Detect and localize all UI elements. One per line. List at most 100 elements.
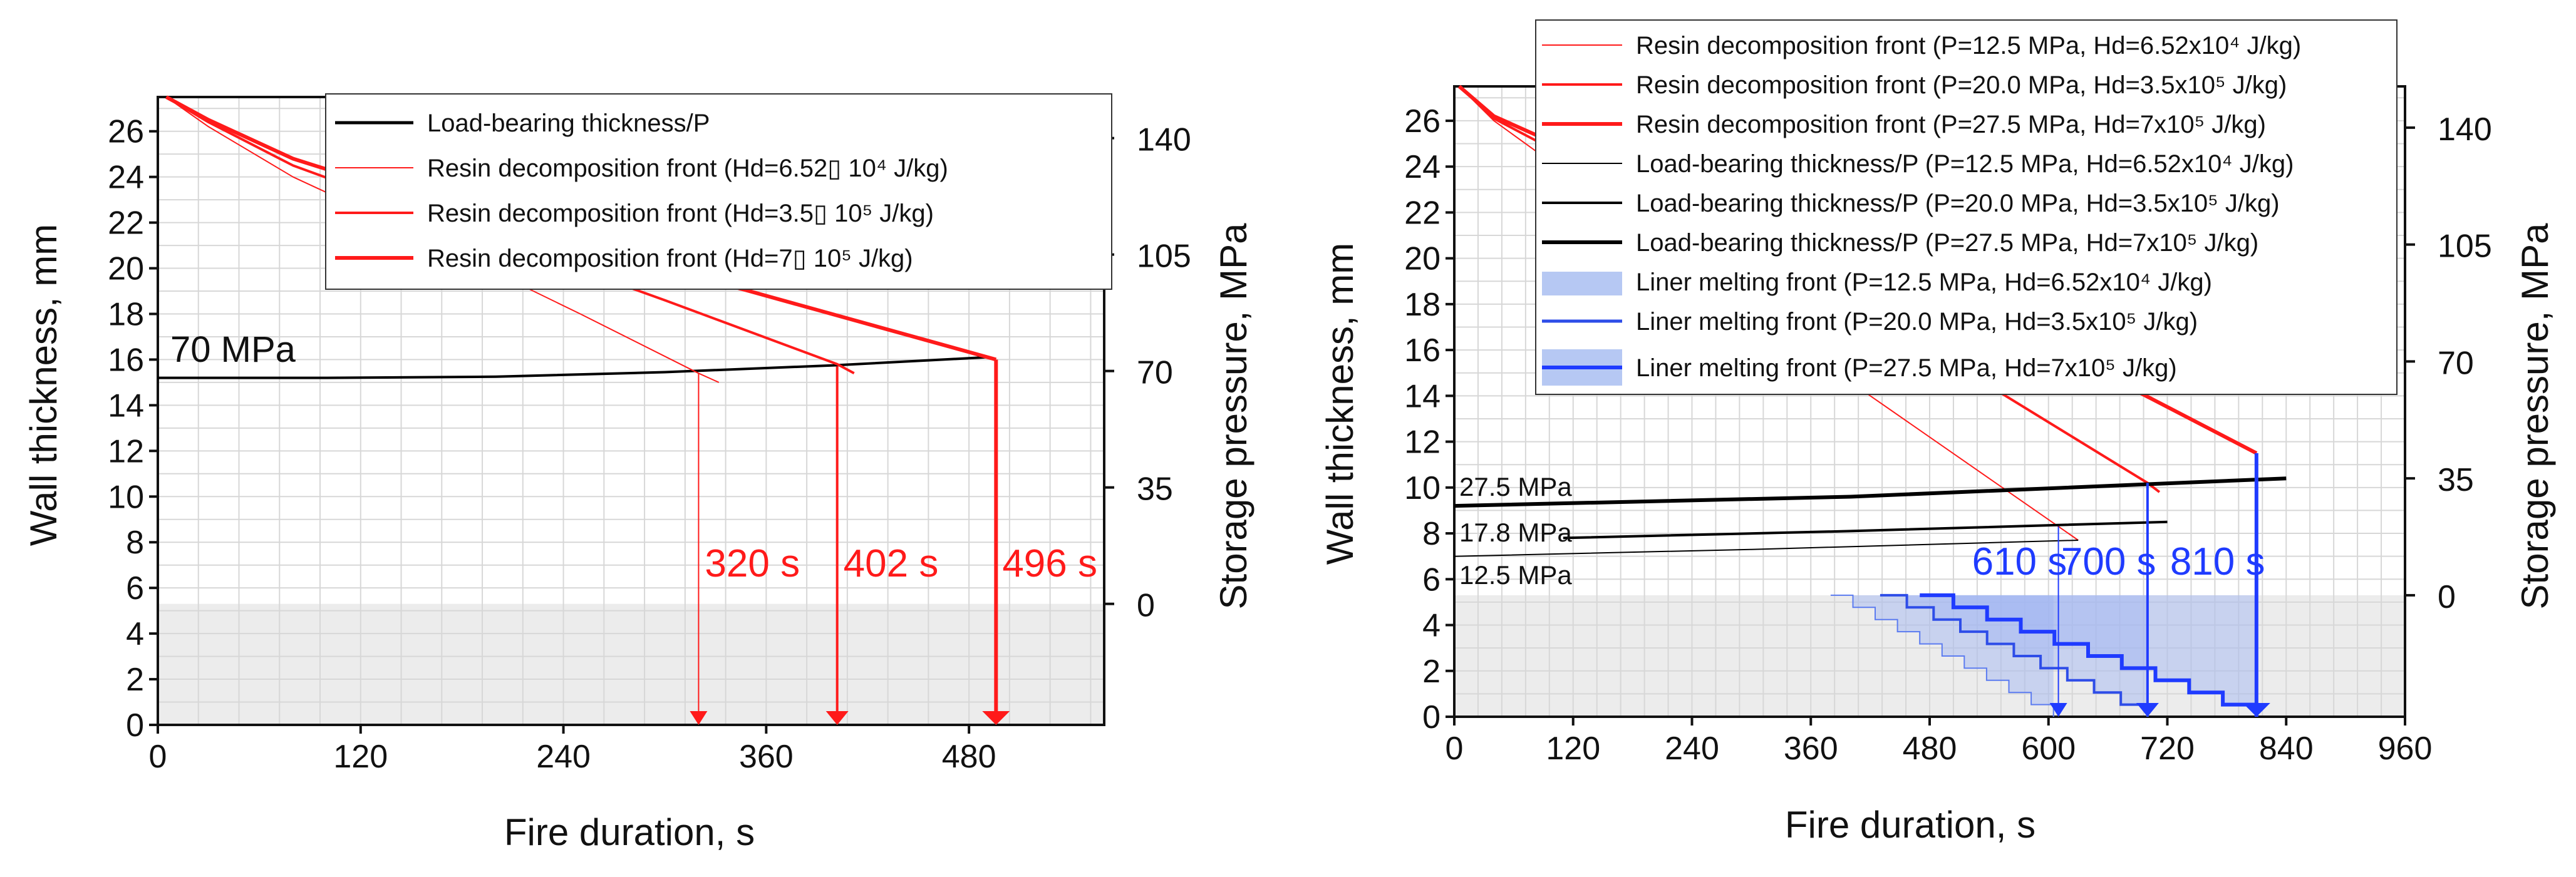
y-tick-label: 14 xyxy=(108,387,144,424)
drop-arrows: 320 s 402 s 496 s xyxy=(690,359,1097,725)
x-tick-label: 0 xyxy=(1446,731,1464,767)
legend: Resin decomposition front (P=12.5 MPa, H… xyxy=(1535,19,2398,395)
drop-arrowhead xyxy=(2242,703,2270,717)
y-tick-label: 6 xyxy=(126,570,144,607)
legend-entry: Resin decomposition front (Hd=7▯ 10⁵ J/k… xyxy=(427,245,913,272)
drop-time-label: 810 s xyxy=(2170,540,2265,583)
melting-front-line xyxy=(1880,593,2149,717)
y-right-tick-label: 140 xyxy=(1137,122,1191,158)
y-right-tick-label: 70 xyxy=(2438,345,2474,381)
drop-time-label: 610 s xyxy=(1972,540,2067,583)
y-right-tick-label: 0 xyxy=(1137,588,1155,624)
y-tick-label: 2 xyxy=(1422,654,1441,690)
y-right-tick-label: 105 xyxy=(1137,238,1191,275)
series-line xyxy=(158,356,986,379)
y-tick-label: 10 xyxy=(1404,470,1441,506)
legend-entry: Liner melting front (P=12.5 MPa, Hd=6.52… xyxy=(1636,269,2212,296)
legend-swatch xyxy=(1542,272,1622,295)
series-line xyxy=(1454,540,2079,557)
y-right-axis-label: Storage pressure, MPa xyxy=(2514,223,2556,610)
x-tick-label: 360 xyxy=(1784,731,1838,767)
legend-box xyxy=(1535,19,2398,395)
y-tick-label: 14 xyxy=(1404,378,1441,414)
legend-entry: Load-bearing thickness/P xyxy=(427,110,710,137)
y-tick-label: 20 xyxy=(108,251,144,287)
x-tick-label: 0 xyxy=(149,739,167,775)
y-tick-label: 12 xyxy=(108,433,144,469)
x-tick-label: 840 xyxy=(2259,731,2314,767)
y-tick-label: 12 xyxy=(1404,424,1441,461)
y-tick-label: 0 xyxy=(1422,699,1441,736)
legend-entry: Load-bearing thickness/P (P=12.5 MPa, Hd… xyxy=(1636,150,2294,178)
drop-arrowhead xyxy=(825,711,849,725)
x-tick-label: 120 xyxy=(333,739,388,775)
legend-entry: Load-bearing thickness/P (P=27.5 MPa, Hd… xyxy=(1636,229,2258,257)
y-axis-label: Wall thickness, mm xyxy=(23,224,65,546)
x-tick-label: 600 xyxy=(2021,731,2076,767)
series-line xyxy=(1563,520,2168,540)
legend-entry: Resin decomposition front (P=12.5 MPa, H… xyxy=(1636,32,2301,59)
drop-arrowhead xyxy=(982,711,1010,725)
pressure-label: 70 MPa xyxy=(170,329,296,370)
x-tick-label: 720 xyxy=(2140,731,2195,767)
melting-fill xyxy=(1830,595,2054,717)
y-tick-label: 22 xyxy=(108,205,144,242)
x-tick-label: 480 xyxy=(1903,731,1957,767)
x-axis-label: Fire duration, s xyxy=(504,811,755,853)
legend: Load-bearing thickness/P Resin decomposi… xyxy=(325,93,1112,290)
y-tick-label: 6 xyxy=(1422,562,1441,598)
y-tick-label: 4 xyxy=(126,616,144,652)
y-tick-label: 18 xyxy=(108,296,144,332)
y-right-tick-label: 35 xyxy=(2438,462,2474,498)
y-tick-label: 26 xyxy=(108,114,144,150)
drop-time-label: 402 s xyxy=(844,542,939,585)
y-tick-label: 4 xyxy=(1422,608,1441,644)
legend-entry: Resin decomposition front (P=20.0 MPa, H… xyxy=(1636,71,2287,99)
y-axis-label: Wall thickness, mm xyxy=(1319,243,1361,565)
y-tick-label: 24 xyxy=(108,160,144,196)
drop-time-label: 496 s xyxy=(1002,542,1097,585)
x-axis-label: Fire duration, s xyxy=(1785,804,2035,846)
y-tick-label: 8 xyxy=(126,525,144,561)
legend-entry: Load-bearing thickness/P (P=20.0 MPa, Hd… xyxy=(1636,190,2280,217)
legend-entry: Liner melting front (P=27.5 MPa, Hd=7x10… xyxy=(1636,354,2177,382)
x-tick-label: 480 xyxy=(942,739,996,775)
y-tick-label: 20 xyxy=(1404,241,1441,277)
liner-band xyxy=(158,603,1104,725)
y-tick-label: 22 xyxy=(1404,195,1441,231)
drop-time-label: 320 s xyxy=(705,542,800,585)
y-right-tick-label: 35 xyxy=(1137,471,1173,508)
melting-front-line xyxy=(1920,593,2258,717)
y-tick-label: 24 xyxy=(1404,149,1441,185)
drop-arrowhead xyxy=(2136,703,2159,717)
legend-entry: Liner melting front (P=20.0 MPa, Hd=3.5x… xyxy=(1636,308,2198,336)
pressure-label: 27.5 MPa xyxy=(1459,472,1572,501)
legend-entry: Resin decomposition front (Hd=3.5▯ 10⁵ J… xyxy=(427,200,934,227)
y-right-axis-label: Storage pressure, MPa xyxy=(1213,223,1254,610)
y-right-tick-label: 70 xyxy=(1137,355,1173,391)
x-tick-label: 960 xyxy=(2378,731,2433,767)
y-tick-label: 2 xyxy=(126,662,144,698)
melting-front-line xyxy=(1830,594,2054,717)
pressure-label: 12.5 MPa xyxy=(1459,560,1572,590)
pressure-label: 17.8 MPa xyxy=(1459,518,1572,547)
drop-arrowhead xyxy=(2049,703,2067,717)
y-right-tick-label: 105 xyxy=(2438,228,2492,265)
legend-entry: Resin decomposition front (Hd=6.52▯ 10⁴ … xyxy=(427,155,948,182)
series-line xyxy=(1454,476,2287,508)
x-tick-label: 240 xyxy=(1665,731,1719,767)
y-tick-label: 16 xyxy=(1404,332,1441,369)
y-tick-label: 10 xyxy=(108,479,144,515)
x-tick-label: 240 xyxy=(536,739,591,775)
legend-box xyxy=(325,93,1112,290)
x-tick-label: 360 xyxy=(739,739,794,775)
drop-arrowhead xyxy=(690,711,708,725)
y-tick-label: 0 xyxy=(126,707,144,744)
y-tick-label: 8 xyxy=(1422,516,1441,552)
y-tick-label: 16 xyxy=(108,342,144,378)
